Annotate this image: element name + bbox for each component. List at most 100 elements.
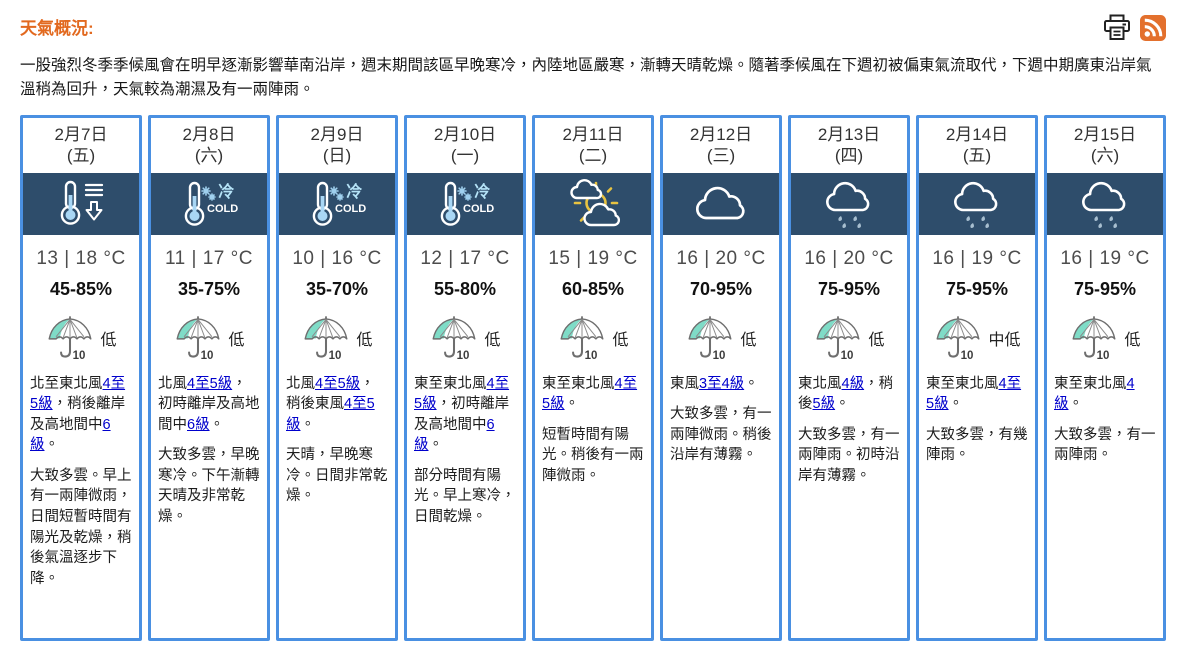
forecast-date: 2月12日 (三) <box>663 118 779 172</box>
weather-icon-band <box>1047 172 1163 235</box>
umbrella-number-label: 10 <box>329 350 342 361</box>
weather-description: 大致多雲，早晚寒冷。下午漸轉天晴及非常乾燥。 <box>158 447 260 525</box>
weather-icon <box>816 178 882 230</box>
wind-forecast: 東至東北風4至5級。 <box>926 375 1022 413</box>
psr-umbrella-icon: 10 <box>45 315 95 361</box>
forecast-date: 2月15日 (六) <box>1047 118 1163 172</box>
forecast-card-day4: 2月10日 (一) 冷 COLD 12 | 17 °C 55-80% <box>404 115 526 642</box>
forecast-date-day: 2月15日 <box>1073 125 1137 145</box>
wind-force-link[interactable]: 6級 <box>414 416 495 454</box>
weather-icon <box>560 178 626 230</box>
weather-description: 天晴，早晚寒冷。日間非常乾燥。 <box>286 447 388 505</box>
forecast-date: 2月7日 (五) <box>23 118 139 172</box>
psr-label: 中低 <box>988 331 1021 349</box>
wind-forecast: 北風4至5級，稍後東風4至5級。 <box>286 375 375 433</box>
wind-forecast: 北風4至5級，初時離岸及高地間中6級。 <box>158 375 260 433</box>
psr-umbrella-icon: 10 <box>557 315 607 361</box>
wind-forecast: 東至東北風4至5級。 <box>542 375 638 413</box>
temperature-range: 13 | 18 °C <box>36 247 126 269</box>
cold-en-label: COLD <box>207 203 238 215</box>
psr-umbrella-icon: 10 <box>685 315 735 361</box>
page-title: 天氣概況: <box>20 19 94 38</box>
wind-force-link[interactable]: 4至5級 <box>414 375 510 413</box>
wind-force-link[interactable]: 4至5級 <box>187 375 233 392</box>
humidity-range: 55-80% <box>433 278 497 299</box>
weather-icon: 冷 COLD <box>304 179 370 229</box>
forecast-card-day5: 2月11日 (二) 15 | 19 °C 60-85% 10 <box>532 115 654 642</box>
psr-row: 10 低 <box>1047 315 1163 361</box>
forecast-card-day1: 2月7日 (五) 13 | 18 °C 45-85% 10 低 <box>20 115 142 642</box>
psr-umbrella-icon: 10 <box>813 315 863 361</box>
weather-description: 大致多雲，有幾陣雨。 <box>926 426 1028 464</box>
weather-icon <box>48 179 114 229</box>
psr-umbrella-icon: 10 <box>429 315 479 361</box>
wind-force-link[interactable]: 4級 <box>1054 375 1135 413</box>
cold-en-label: COLD <box>335 203 366 215</box>
wind-force-link[interactable]: 4至5級 <box>926 375 1022 413</box>
wind-force-link[interactable]: 4至5級 <box>286 396 375 433</box>
psr-row: 10 低 <box>791 315 907 361</box>
psr-row: 10 低 <box>279 315 395 361</box>
wind-force-link[interactable]: 3至4級 <box>699 375 745 392</box>
weather-description: 大致多雲，有一兩陣微雨。稍後沿岸有薄霧。 <box>670 406 772 464</box>
forecast-row: 2月7日 (五) 13 | 18 °C 45-85% 10 低 <box>20 115 1166 642</box>
temperature-range: 16 | 20 °C <box>804 247 894 269</box>
forecast-date-weekday: (日) <box>322 145 352 165</box>
psr-label: 低 <box>868 331 885 349</box>
forecast-date-day: 2月8日 <box>182 125 236 145</box>
printer-icon[interactable] <box>1103 14 1131 41</box>
psr-label: 低 <box>484 331 501 349</box>
weather-description: 短暫時間有陽光。稍後有一兩陣微雨。 <box>542 426 644 484</box>
wind-force-link[interactable]: 6級 <box>187 416 210 433</box>
top-icons <box>1103 14 1166 41</box>
wind-force-link[interactable]: 4級 <box>841 375 865 392</box>
psr-row: 10 中低 <box>919 315 1035 361</box>
wind-forecast: 東至東北風4至5級，初時離岸及高地間中6級。 <box>414 375 510 454</box>
forecast-date-day: 2月9日 <box>310 125 364 145</box>
umbrella-number-label: 10 <box>961 350 974 361</box>
forecast-date-weekday: (六) <box>1090 145 1120 165</box>
cold-cn-label: 冷 <box>346 182 363 201</box>
forecast-date-day: 2月12日 <box>689 125 753 145</box>
wind-forecast: 北至東北風4至5級，稍後離岸及高地間中6級。 <box>30 375 126 454</box>
rss-icon[interactable] <box>1140 14 1166 41</box>
weather-description: 大致多雲，有一兩陣雨。 <box>1054 426 1156 464</box>
cold-cn-label: 冷 <box>474 182 491 201</box>
psr-row: 10 低 <box>23 315 139 361</box>
wind-forecast: 東北風4級，稍後5級。 <box>798 375 894 413</box>
umbrella-number-label: 10 <box>457 350 470 361</box>
psr-umbrella-icon: 10 <box>301 315 351 361</box>
psr-umbrella-icon: 10 <box>933 315 983 361</box>
wind-force-link[interactable]: 5級 <box>812 396 836 413</box>
wind-force-link[interactable]: 4至5級 <box>30 375 126 413</box>
forecast-card-day8: 2月14日 (五) 16 | 19 °C 75-95% 10 <box>916 115 1038 642</box>
humidity-range: 35-75% <box>177 278 241 299</box>
forecast-date-weekday: (三) <box>706 145 736 165</box>
forecast-date-weekday: (五) <box>962 145 992 165</box>
weather-icon-band: 冷 COLD <box>407 172 523 235</box>
humidity-range: 70-95% <box>689 278 753 299</box>
wind-force-link[interactable]: 6級 <box>30 416 111 454</box>
forecast-date-day: 2月10日 <box>433 125 497 145</box>
forecast-date: 2月9日 (日) <box>279 118 395 172</box>
weather-icon <box>944 178 1010 230</box>
weather-description: 部分時間有陽光。早上寒冷，日間乾燥。 <box>414 467 516 525</box>
forecast-date-weekday: (二) <box>578 145 608 165</box>
psr-umbrella-icon: 10 <box>173 315 223 361</box>
weather-icon <box>688 180 754 228</box>
temperature-range: 10 | 16 °C <box>292 247 382 269</box>
forecast-card-day6: 2月12日 (三) 16 | 20 °C 70-95% 10 低 東風3至4級。 <box>660 115 782 642</box>
temperature-range: 12 | 17 °C <box>420 247 510 269</box>
wind-force-link[interactable]: 4至5級 <box>315 375 361 392</box>
cold-cn-label: 冷 <box>218 182 235 201</box>
temperature-range: 16 | 20 °C <box>676 247 766 269</box>
forecast-date: 2月13日 (四) <box>791 118 907 172</box>
wind-force-link[interactable]: 4至5級 <box>542 375 638 413</box>
umbrella-number-label: 10 <box>585 350 598 361</box>
humidity-range: 75-95% <box>1073 278 1137 299</box>
temperature-range: 11 | 17 °C <box>165 247 253 269</box>
weather-icon-band <box>23 172 139 235</box>
weather-description: 大致多雲。早上有一兩陣微雨，日間短暫時間有陽光及乾燥，稍後氣溫逐步下降。 <box>30 467 132 587</box>
forecast-date-weekday: (六) <box>194 145 224 165</box>
